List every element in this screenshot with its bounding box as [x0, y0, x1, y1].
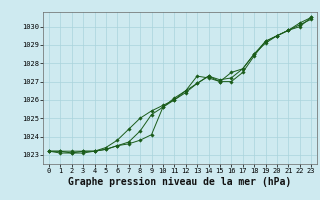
X-axis label: Graphe pression niveau de la mer (hPa): Graphe pression niveau de la mer (hPa): [68, 177, 292, 187]
